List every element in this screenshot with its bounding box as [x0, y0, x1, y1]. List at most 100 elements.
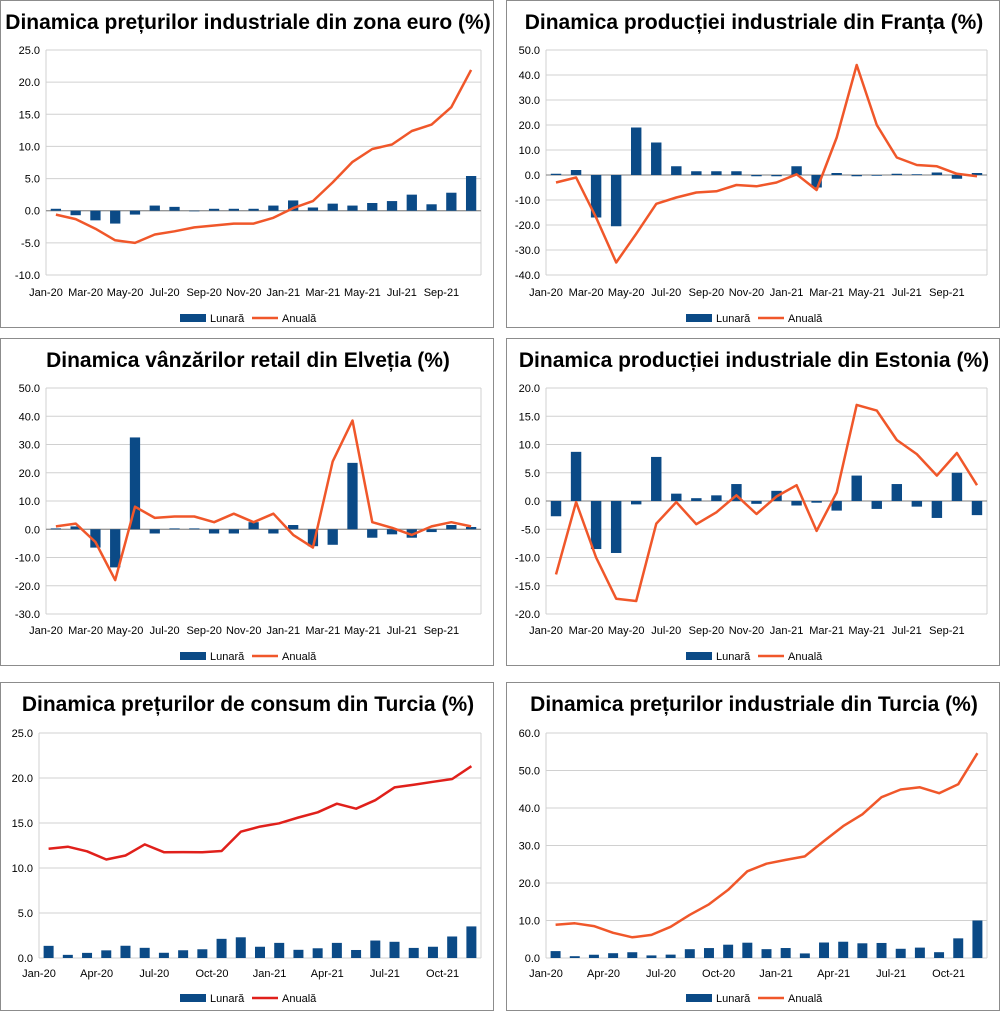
bar-mark: [169, 206, 180, 211]
chart-title: Dinamica producției industriale din Esto…: [519, 349, 989, 372]
x-tick-label: Oct-21: [932, 968, 965, 980]
bar-mark: [630, 127, 642, 175]
bar-mark: [731, 171, 742, 175]
bar-mark: [953, 938, 964, 958]
x-tick-label: May-21: [344, 625, 381, 637]
legend-bar-swatch: [686, 652, 712, 660]
y-tick-label: 30.0: [19, 440, 40, 452]
bar-mark: [684, 949, 695, 958]
chart-panel-switzerland-retail-sales: Dinamica vânzărilor retail din Elveția (…: [0, 338, 494, 666]
x-tick-label: Sep-20: [689, 287, 724, 299]
bar-mark: [651, 142, 662, 175]
bar-mark: [149, 205, 160, 211]
bar-mark: [570, 170, 582, 175]
y-tick-label: 20.0: [519, 120, 540, 132]
y-tick-label: 30.0: [519, 841, 540, 853]
bar-mark: [723, 944, 734, 958]
bar-mark: [70, 210, 81, 216]
bar-mark: [50, 208, 62, 211]
x-tick-label: Mar-21: [305, 625, 340, 637]
bar-mark: [780, 948, 791, 958]
x-tick-label: Apr-20: [587, 968, 620, 980]
bar-mark: [327, 203, 338, 211]
bar-mark: [90, 529, 101, 548]
bar-mark: [347, 205, 358, 211]
bar-mark: [971, 173, 983, 175]
bar-mark: [216, 938, 227, 958]
y-tick-label: -40.0: [515, 270, 540, 282]
x-tick-label: Oct-20: [702, 968, 735, 980]
bar-mark: [248, 208, 259, 211]
legend-line-label: Anuală: [788, 313, 823, 325]
bar-mark: [351, 949, 362, 958]
bar-mark: [446, 192, 457, 211]
y-tick-label: 20.0: [19, 468, 40, 480]
bar-mark: [627, 952, 638, 958]
y-tick-label: -10.0: [515, 195, 540, 207]
legend-bar-swatch: [180, 314, 206, 322]
x-tick-label: Jan-20: [529, 287, 563, 299]
y-tick-label: 40.0: [519, 803, 540, 815]
bar-mark: [711, 495, 722, 501]
bar-mark: [189, 528, 200, 530]
bar-mark: [819, 942, 830, 958]
bar-mark: [857, 943, 868, 958]
chart-svg-1: Dinamica producției industriale din Fran…: [515, 11, 988, 325]
y-tick-label: 40.0: [519, 70, 540, 82]
bar-mark: [550, 173, 562, 175]
bar-mark: [408, 947, 419, 958]
bar-mark: [139, 947, 150, 958]
bar-mark: [671, 166, 682, 175]
legend-bar-swatch: [686, 994, 712, 1002]
bar-mark: [288, 525, 299, 530]
y-tick-label: 20.0: [19, 77, 40, 89]
y-tick-label: -30.0: [15, 609, 40, 621]
y-tick-label: -10.0: [515, 553, 540, 565]
x-tick-label: Nov-20: [226, 287, 261, 299]
chart-panel-estonia-industrial-production: Dinamica producției industriale din Esto…: [506, 338, 1000, 666]
line-series: [55, 69, 473, 245]
y-tick-label: -20.0: [515, 220, 540, 232]
x-tick-label: Jan-21: [770, 287, 804, 299]
legend-bar-label: Lunară: [210, 993, 245, 1005]
x-tick-label: May-20: [608, 625, 645, 637]
y-tick-label: 30.0: [519, 95, 540, 107]
chart-panel-eurozone-producer-prices: Dinamica prețurilor industriale din zona…: [0, 0, 494, 328]
x-tick-label: Apr-21: [817, 968, 850, 980]
legend-line-label: Anuală: [788, 993, 823, 1005]
bar-mark: [189, 210, 200, 212]
x-tick-label: Sep-20: [186, 625, 221, 637]
x-tick-label: Oct-21: [426, 968, 459, 980]
x-tick-label: Sep-21: [424, 625, 459, 637]
y-tick-label: -20.0: [515, 609, 540, 621]
bar-mark: [931, 501, 943, 518]
bar-mark: [149, 529, 160, 534]
x-tick-label: May-21: [344, 287, 381, 299]
legend-line-label: Anuală: [282, 993, 317, 1005]
bar-mark: [711, 171, 722, 175]
bar-mark: [129, 437, 141, 530]
x-tick-label: May-20: [107, 287, 144, 299]
x-tick-label: Jul-20: [646, 968, 676, 980]
bar-mark: [570, 451, 582, 501]
bar-mark: [331, 942, 342, 958]
y-tick-label: 15.0: [519, 411, 540, 423]
bar-mark: [268, 529, 279, 534]
bar-mark: [608, 953, 619, 958]
y-tick-label: 50.0: [19, 383, 40, 395]
x-tick-label: Jul-20: [651, 625, 681, 637]
bar-mark: [110, 210, 121, 224]
bar-mark: [951, 175, 963, 179]
bar-mark: [891, 173, 903, 175]
x-tick-label: Jul-20: [150, 625, 180, 637]
bar-mark: [389, 941, 400, 958]
x-tick-label: Jan-21: [266, 625, 300, 637]
bar-mark: [169, 528, 180, 530]
chart-title: Dinamica prețurilor industriale din Turc…: [530, 693, 978, 716]
bar-mark: [255, 946, 265, 958]
bar-mark: [691, 498, 702, 501]
x-tick-label: Mar-21: [809, 287, 844, 299]
bar-mark: [274, 942, 285, 958]
x-tick-label: Mar-20: [68, 287, 103, 299]
x-tick-label: Sep-21: [424, 287, 459, 299]
